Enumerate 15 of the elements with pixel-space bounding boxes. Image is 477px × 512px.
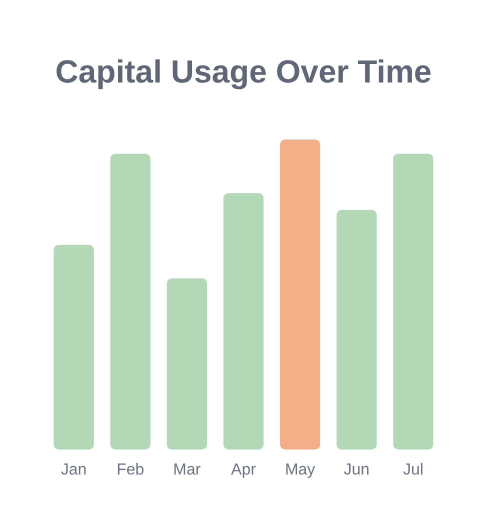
bar <box>54 244 94 450</box>
x-tick-label: Apr <box>231 462 257 478</box>
chart-title: Capital Usage Over Time <box>55 54 432 90</box>
x-tick-label: Mar <box>173 462 202 478</box>
bar <box>280 140 320 450</box>
x-tick-label: Jul <box>402 462 424 478</box>
bar <box>336 210 377 450</box>
bar <box>223 193 264 450</box>
x-tick-label: May <box>284 462 316 478</box>
bar <box>166 278 208 450</box>
x-tick-label: Feb <box>116 462 144 478</box>
bar <box>110 154 150 450</box>
x-tick-label: Jan <box>60 462 87 478</box>
x-tick-label: Jun <box>344 462 370 478</box>
bar <box>393 154 434 450</box>
